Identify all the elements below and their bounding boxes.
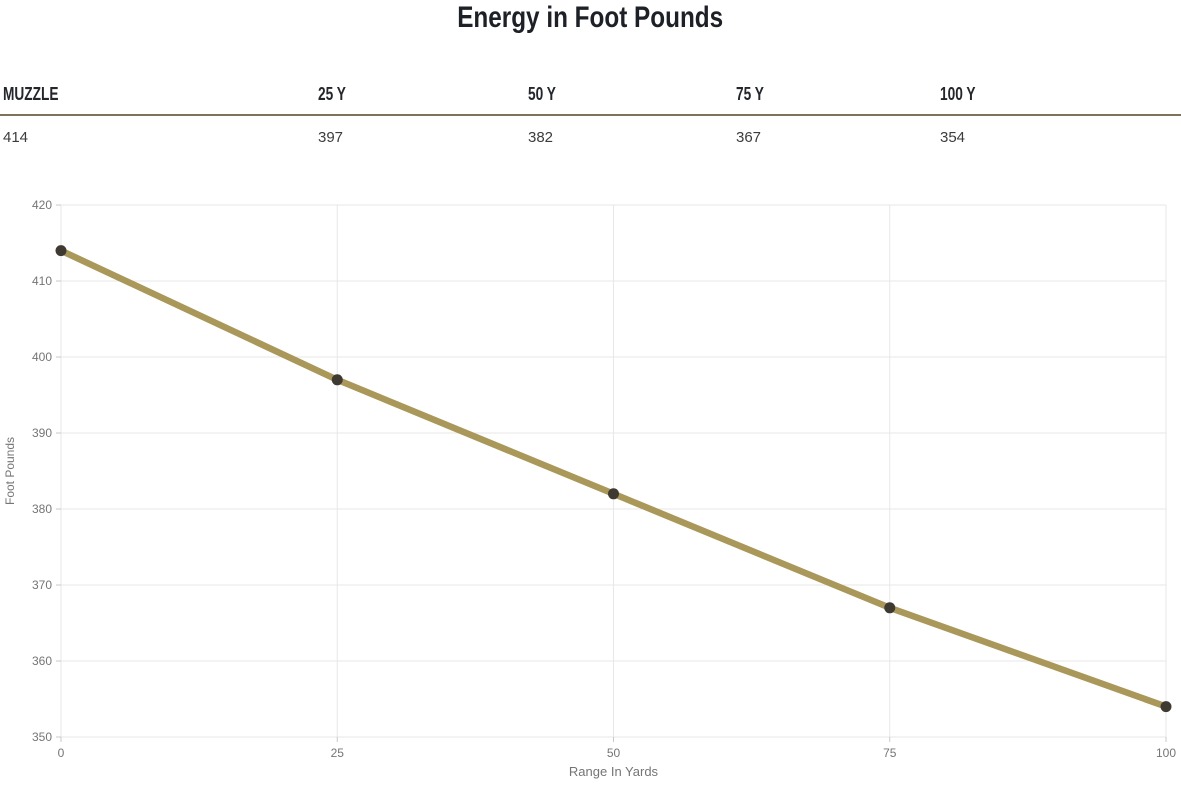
chart-data-point [331,374,343,386]
chart-data-point [884,602,896,614]
table-header-100y: 100 Y [940,84,976,104]
y-tick-label: 420 [32,198,52,212]
x-axis-tick-labels: 0 25 50 75 100 [58,746,1177,760]
table-values-row: 414 397 382 367 354 [0,116,1181,146]
chart-svg: 350 360 370 380 390 400 410 420 0 25 50 75 100 Foot P… [3,198,1177,779]
chart-data-point [55,245,67,257]
table-header-25y: 25 Y [318,84,346,104]
energy-table: MUZZLE 25 Y 50 Y 75 Y 100 Y 414 397 382 … [0,84,1181,146]
y-tick-label: 400 [32,350,52,364]
table-cell-100y-energy: 354 [940,129,966,146]
energy-line-chart: 350 360 370 380 390 400 410 420 0 25 50 75 100 Foot P… [0,190,1181,787]
table-cell-25y-energy: 397 [318,129,344,146]
y-axis-tick-labels: 350 360 370 380 390 400 410 420 [32,198,52,744]
chart-axis-ticks [56,204,1167,742]
table-cell-muzzle-energy: 414 [3,129,29,146]
y-tick-label: 350 [32,730,52,744]
page-title: Energy in Foot Pounds [457,1,724,34]
chart-data-point [1160,701,1172,713]
x-tick-label: 25 [331,746,345,760]
chart-gridlines [60,204,1167,738]
y-tick-label: 370 [32,578,52,592]
y-tick-label: 360 [32,654,52,668]
chart-data-point [608,488,619,500]
page-title-wrap: Energy in Foot Pounds [0,0,1181,36]
x-tick-label: 50 [607,746,621,760]
x-tick-label: 0 [58,746,65,760]
table-header-row: MUZZLE 25 Y 50 Y 75 Y 100 Y [0,84,1181,116]
x-axis-title: Range In Yards [569,764,659,779]
table-header-muzzle: MUZZLE [3,84,59,104]
y-tick-label: 410 [32,274,52,288]
y-axis-title: Foot Pounds [3,437,17,505]
chart-data-points [55,245,1172,713]
y-tick-label: 380 [32,502,52,516]
y-tick-label: 390 [32,426,52,440]
table-header-75y: 75 Y [736,84,764,104]
x-tick-label: 100 [1156,746,1176,760]
table-cell-75y-energy: 367 [736,129,762,146]
table-header-50y: 50 Y [528,84,556,104]
x-tick-label: 75 [883,746,897,760]
table-cell-50y-energy: 382 [528,129,554,146]
